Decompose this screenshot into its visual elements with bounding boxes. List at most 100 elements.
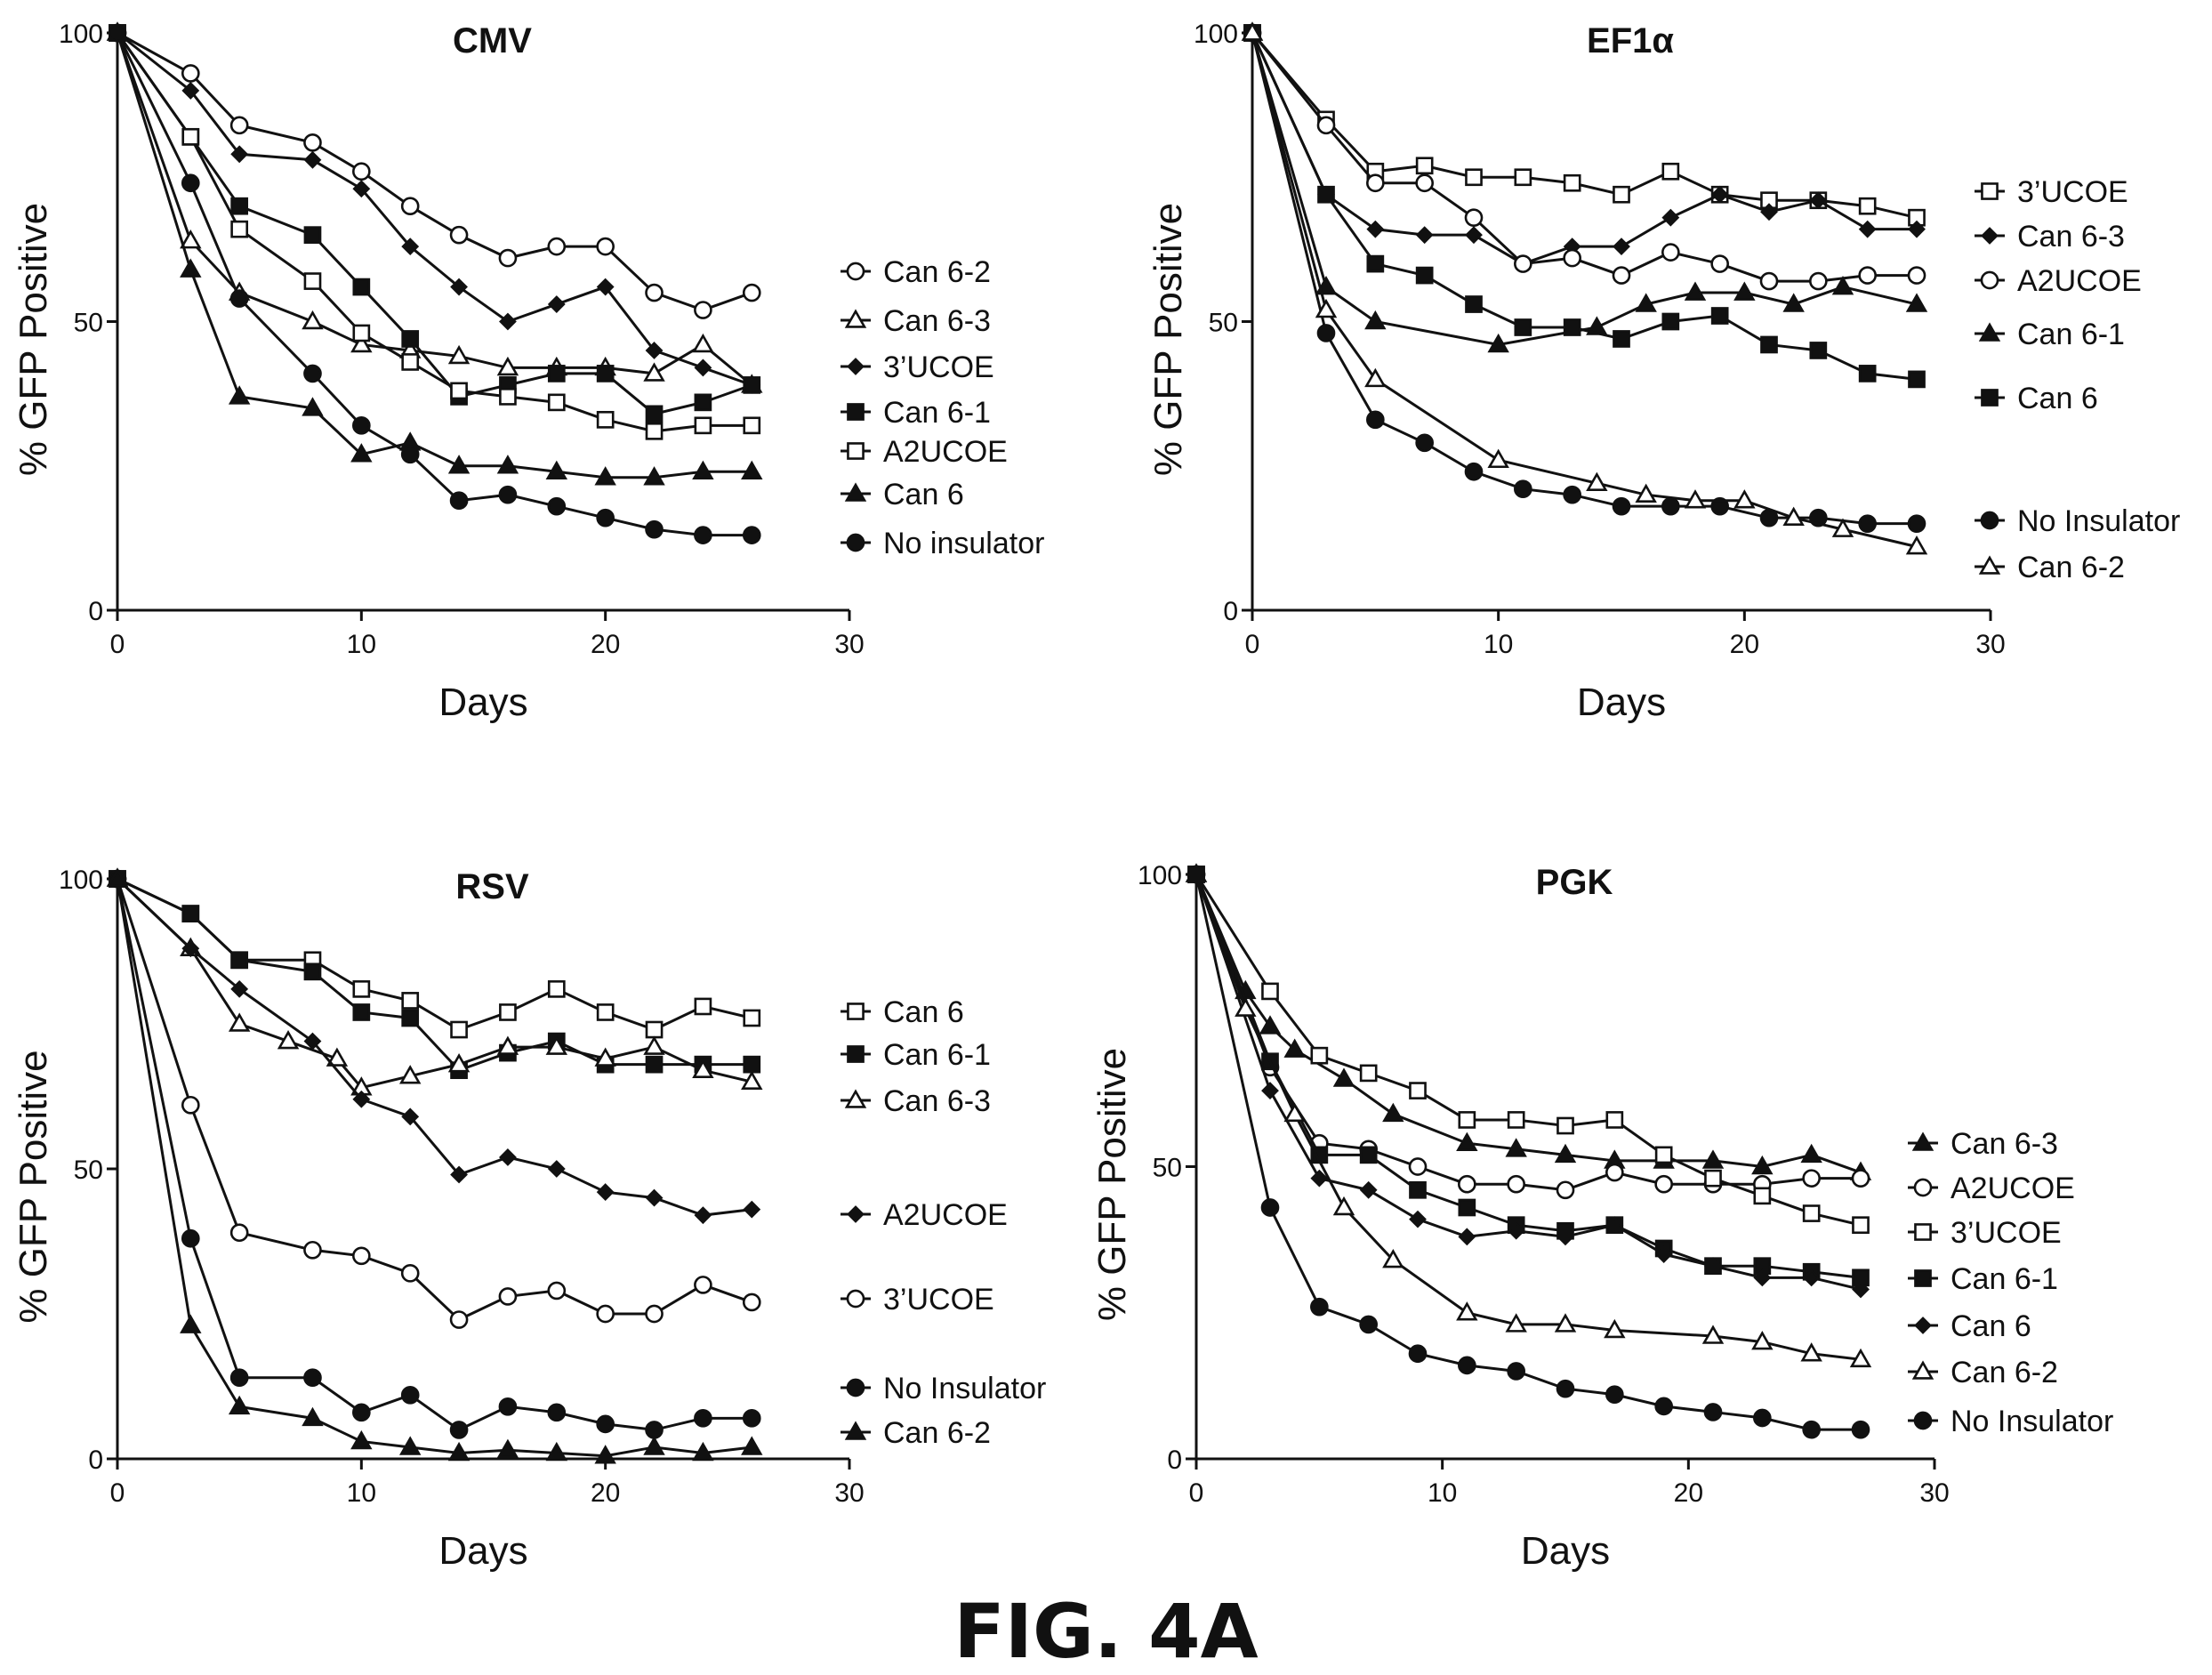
data-point [694, 997, 712, 1016]
data-point [450, 382, 468, 400]
legend-label: Can 6-2 [883, 255, 991, 289]
data-point [645, 283, 664, 302]
data-point [1556, 1379, 1575, 1398]
y-tick-label: 100 [1138, 861, 1182, 890]
data-point [694, 416, 712, 435]
data-point [1382, 1102, 1404, 1123]
data-point [449, 1310, 469, 1329]
data-point [326, 1047, 349, 1067]
legend-label: Can 6 [883, 478, 964, 511]
data-point [1831, 275, 1854, 295]
legend-marker [1978, 555, 2001, 575]
x-tick-label: 10 [347, 1478, 376, 1508]
data-point [1605, 1385, 1624, 1405]
data-point [181, 127, 200, 146]
data-point [1408, 1157, 1428, 1176]
data-point [400, 1385, 420, 1405]
data-point [303, 133, 322, 152]
legend-label: Can 6 [883, 995, 964, 1029]
legend-label: Can 6-2 [2017, 551, 2125, 584]
data-point [692, 460, 714, 480]
legend-item: Can 6-2 [1975, 551, 2125, 584]
data-point [594, 1445, 616, 1464]
data-point [1563, 318, 1581, 336]
data-point [1661, 312, 1680, 331]
data-point [1809, 191, 1828, 210]
data-point [352, 1090, 371, 1108]
data-point [303, 226, 322, 245]
data-point [1612, 496, 1631, 516]
legend-label: Can 6 [1951, 1309, 2031, 1343]
data-point [645, 1055, 664, 1074]
data-point [742, 1292, 761, 1312]
data-point [645, 1188, 664, 1207]
data-point [1701, 1325, 1725, 1344]
data-point [1359, 1315, 1378, 1334]
legend-marker [1913, 1411, 1933, 1430]
data-point [1605, 1163, 1624, 1182]
data-point [228, 1395, 251, 1415]
data-point [1908, 220, 1926, 238]
data-point [401, 330, 420, 348]
series-line [1251, 32, 1917, 266]
data-point [743, 1055, 761, 1074]
data-point [1858, 365, 1877, 383]
data-point [449, 225, 469, 245]
legend-marker [847, 358, 865, 375]
data-point [1359, 1064, 1378, 1083]
chart-title: RSV [455, 867, 529, 906]
data-point [694, 1206, 712, 1225]
data-point [1458, 1111, 1476, 1129]
data-point [1514, 168, 1532, 187]
data-point [1259, 1015, 1282, 1035]
data-point [1359, 1146, 1378, 1164]
data-point [352, 415, 371, 435]
data-point [1831, 518, 1854, 537]
data-point [1661, 208, 1680, 227]
data-point [1359, 1180, 1378, 1199]
series-6 [108, 869, 761, 1439]
data-point [596, 410, 615, 429]
y-tick-label: 50 [74, 1156, 103, 1185]
data-point [1753, 1408, 1772, 1428]
legend-item: A2UCOE [841, 1198, 1008, 1232]
legend-label: A2UCOE [1951, 1172, 2075, 1205]
legend-label: Can 6-3 [883, 304, 991, 338]
x-tick-label: 20 [1730, 630, 1759, 659]
data-point [401, 992, 420, 1010]
x-tick-label: 30 [1919, 1478, 1949, 1508]
legend-marker [1913, 1178, 1933, 1197]
x-tick-label: 20 [591, 1478, 620, 1508]
data-point [1316, 116, 1336, 135]
series-5 [108, 869, 761, 1329]
data-point [352, 324, 371, 342]
series-line [117, 877, 752, 1032]
data-point [1554, 1143, 1577, 1164]
data-point [1332, 1067, 1355, 1087]
data-point [1556, 1180, 1575, 1200]
data-point [352, 1403, 371, 1422]
data-point [694, 393, 712, 412]
legend-marker [1981, 182, 1999, 200]
legend-item: A2UCOE [841, 435, 1008, 469]
legend-item: Can 6 [1975, 382, 2098, 415]
x-axis-label: Days [438, 1529, 527, 1573]
legend-item: Can 6-1 [841, 396, 991, 430]
legend-item: Can 6-3 [841, 304, 991, 338]
data-point [743, 376, 761, 394]
data-point [352, 980, 371, 998]
legend-label: A2UCOE [2017, 264, 2142, 298]
data-point [398, 1065, 422, 1084]
data-point [1613, 238, 1630, 256]
x-tick-label: 0 [110, 1478, 125, 1508]
legend-marker [846, 533, 865, 552]
data-point [1465, 226, 1483, 245]
data-point [230, 197, 249, 215]
data-point [547, 365, 566, 383]
data-point [1458, 1174, 1476, 1194]
data-point [1849, 1348, 1872, 1368]
data-point [1514, 254, 1532, 273]
legend-label: No Insulator [883, 1372, 1046, 1405]
data-point [1315, 298, 1338, 318]
